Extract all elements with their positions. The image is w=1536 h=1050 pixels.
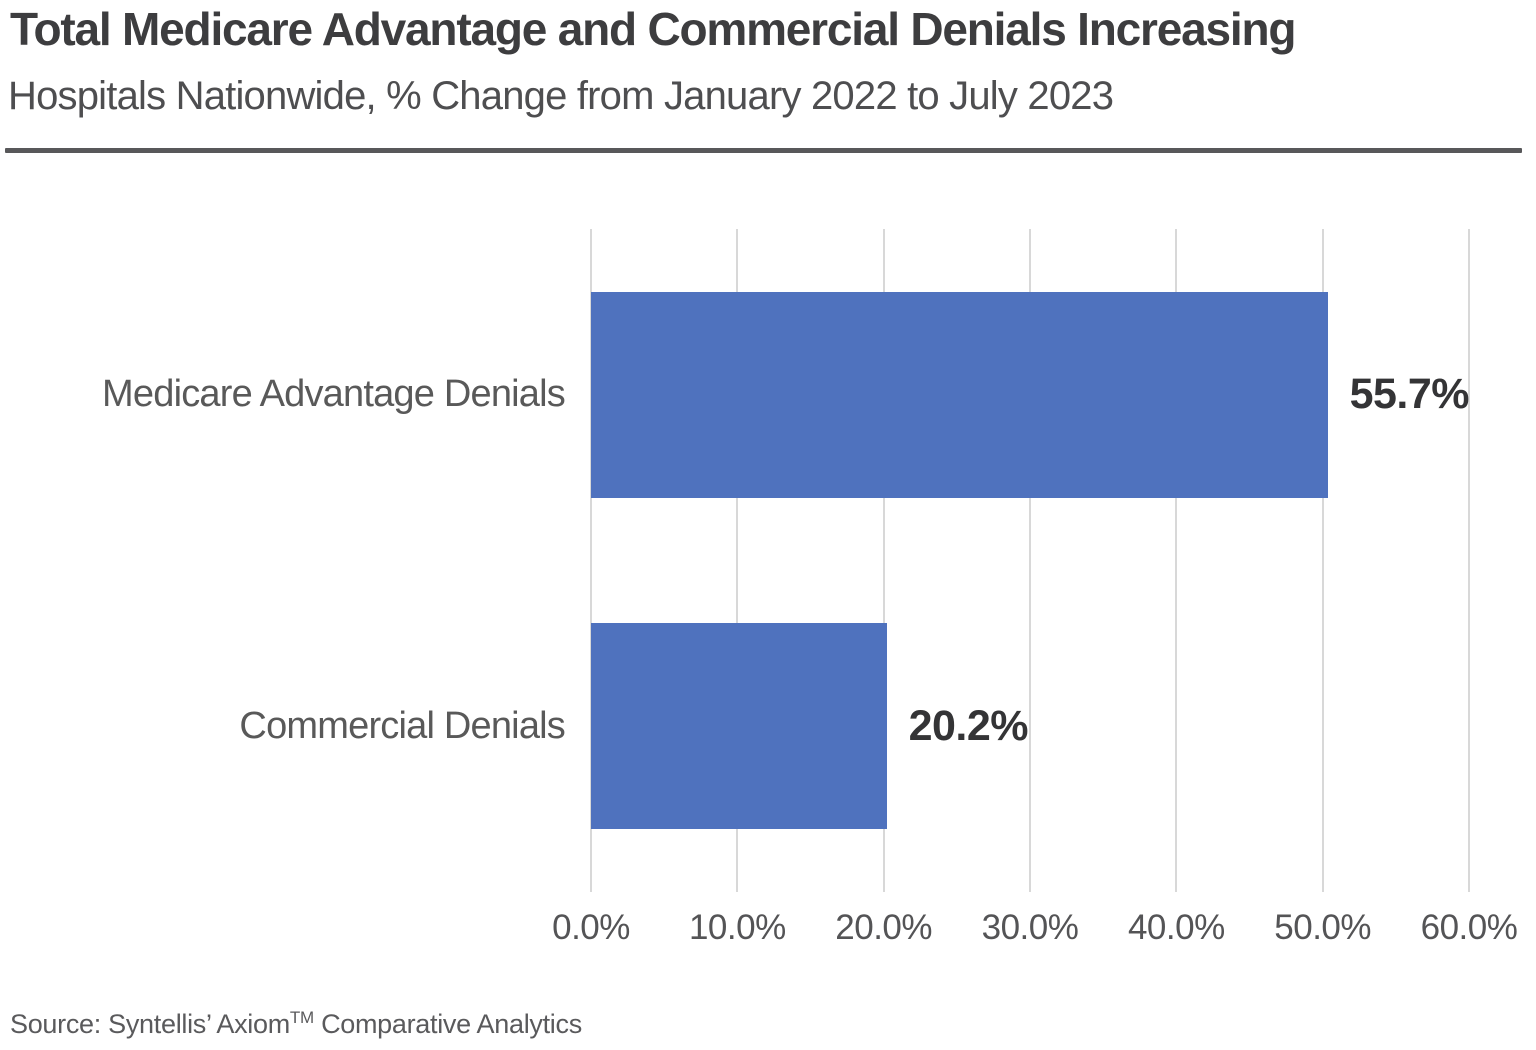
category-axis: Medicare Advantage Denials Commercial Den… xyxy=(0,229,566,893)
bar-row: 55.7% xyxy=(591,229,1470,561)
x-tick-label: 60.0% xyxy=(1420,908,1518,947)
gridline xyxy=(882,229,885,892)
source-prefix: Source: Syntellis’ Axiom xyxy=(10,1009,290,1039)
bar xyxy=(591,623,887,829)
x-tick-label: 40.0% xyxy=(1127,908,1225,947)
category-label-row: Medicare Advantage Denials xyxy=(0,229,566,561)
category-label-row: Commercial Denials xyxy=(0,561,565,893)
gridline xyxy=(590,229,592,892)
category-label: Commercial Denials xyxy=(239,704,565,747)
x-tick-label: 10.0% xyxy=(688,908,786,947)
x-tick-label: 20.0% xyxy=(835,908,933,947)
gridline xyxy=(1321,229,1324,892)
bar xyxy=(591,291,1328,498)
bar-value-label: 20.2% xyxy=(908,701,1029,750)
source-note: Source: Syntellis’ AxiomTM Comparative A… xyxy=(10,1008,582,1040)
x-axis: 0.0% 10.0% 20.0% 30.0% 40.0% 50.0% 60.0% xyxy=(552,908,1518,952)
gridline xyxy=(1468,229,1470,892)
x-tick-label: 50.0% xyxy=(1274,908,1372,947)
gridline xyxy=(1029,229,1031,892)
bar-row: 20.2% xyxy=(591,561,1469,893)
bar-value-label: 55.7% xyxy=(1349,370,1470,419)
source-suffix: Comparative Analytics xyxy=(313,1009,582,1039)
title-divider xyxy=(5,148,1522,153)
chart-title: Total Medicare Advantage and Commercial … xyxy=(10,3,1296,55)
plot-area: 55.7% 20.2% xyxy=(590,229,1470,893)
x-tick-label: 0.0% xyxy=(552,908,630,947)
gridline xyxy=(736,229,739,892)
gridline xyxy=(1175,229,1178,892)
category-label: Medicare Advantage Denials xyxy=(102,373,566,416)
x-tick-label: 30.0% xyxy=(981,908,1079,947)
chart-subtitle: Hospitals Nationwide, % Change from Janu… xyxy=(8,74,1114,118)
source-trademark: TM xyxy=(289,1008,314,1027)
